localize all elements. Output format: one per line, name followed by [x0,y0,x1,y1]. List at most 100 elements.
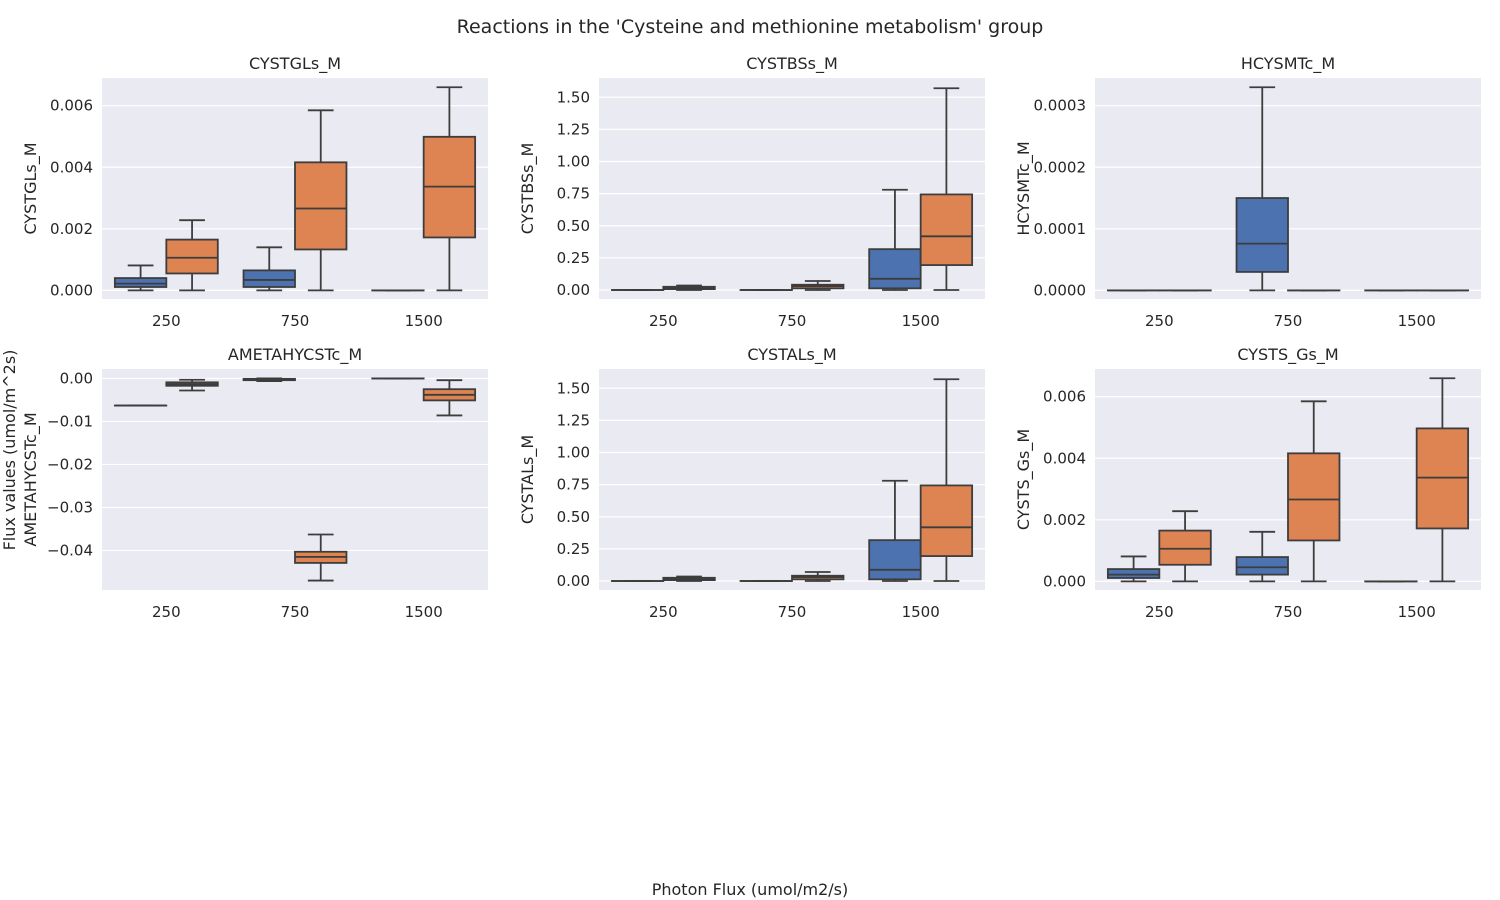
box-1500-series-1 [1415,377,1470,583]
y-tick-label: 0.75 [557,185,590,203]
x-tick-label: 750 [281,603,310,621]
x-tick-label: 750 [778,603,807,621]
y-tick-label: −0.01 [47,412,93,430]
box-1500-series-0 [868,479,922,582]
y-tick-label: 0.006 [50,97,93,115]
box-250-series-1 [662,575,716,582]
panel-title: CYSTGLs_M [249,54,341,74]
box-750-series-0 [242,246,296,292]
box-iqr [868,248,922,290]
y-tick-label: 0.002 [50,220,93,238]
y-tick-label: 0.50 [557,217,590,235]
figure-ylabel: Flux values (umol/m^2s) [0,350,19,551]
x-tick-label: 250 [1145,312,1174,330]
x-tick-label: 250 [649,603,678,621]
box-1500-series-1 [919,378,974,582]
y-tick-label: 1.00 [557,153,590,171]
box-250-series-0 [1106,555,1161,583]
box-iqr [1235,556,1289,576]
box-iqr [1106,568,1161,579]
y-tick-label: 0.0001 [1034,220,1087,238]
box-250-series-1 [1158,510,1212,583]
y-tick-label: 0.50 [557,508,590,526]
box-750-series-1 [294,109,348,292]
panel-4: 0.00 0.25 0.50 0.75 1.00 1.25 1.50 250 750 1500 CY… [518,345,985,621]
y-tick-label: 1.00 [557,444,590,462]
x-tick-label: 750 [281,312,310,330]
box-1500-series-0 [868,188,922,291]
x-tick-label: 750 [778,312,807,330]
box-750-series-0 [1235,86,1289,292]
box-750-series-1 [294,533,348,582]
panel-ylabel: HCYSMTc_M [1014,141,1034,235]
box-iqr [919,484,974,557]
y-tick-label: 1.25 [557,120,590,138]
x-tick-label: 1500 [1398,603,1436,621]
y-tick-label: 1.50 [557,88,590,106]
x-tick-label: 250 [1145,603,1174,621]
x-tick-label: 250 [649,312,678,330]
y-tick-label: 0.00 [557,281,590,299]
box-iqr [113,277,168,288]
box-750-series-1 [1287,400,1341,583]
panel-title: AMETAHYCSTc_M [228,345,362,365]
box-iqr [294,161,348,251]
y-tick-label: 0.004 [50,158,93,176]
x-tick-label: 250 [152,312,181,330]
panel-ylabel: CYSTGLs_M [21,142,41,234]
box-iqr [165,238,219,275]
panel-title: CYSTALs_M [747,345,836,365]
y-tick-label: 0.0003 [1034,97,1087,115]
panel-5: 0.000 0.002 0.004 0.006 250 750 1500 CYSTS_Gs_M… [1014,345,1481,621]
box-1500-series-1 [422,379,477,417]
box-iqr [1158,529,1212,566]
box-250-series-1 [662,284,716,291]
y-tick-label: 0.75 [557,476,590,494]
y-tick-label: 0.00 [60,369,93,387]
panel-ylabel: CYSTBSs_M [518,143,538,235]
x-tick-label: 1500 [902,312,940,330]
panel-2: 0.0000 0.0001 0.0002 0.0003 250 750 1500 HCYSMT… [1014,54,1481,330]
x-tick-label: 250 [152,603,181,621]
panel-ylabel: CYSTALs_M [518,435,538,524]
box-750-series-1 [791,280,845,291]
box-iqr [919,193,974,266]
x-tick-label: 750 [1274,603,1303,621]
box-iqr [1235,197,1289,273]
panel-title: CYSTBSs_M [746,54,838,74]
box-iqr [868,539,922,581]
box-iqr [242,269,296,288]
box-1500-series-1 [422,86,477,292]
box-750-series-1 [791,571,845,582]
y-tick-label: 0.006 [1043,388,1086,406]
y-tick-label: 0.25 [557,249,590,267]
box-iqr [1287,452,1341,542]
panel-3: 0.00 −0.01 −0.02 −0.03 −0.04 250 750 1500 AMETAH… [21,345,488,621]
y-tick-label: 0.000 [50,281,93,299]
panel-title: CYSTS_Gs_M [1237,345,1338,365]
figure-xlabel: Photon Flux (umol/m2/s) [652,880,849,899]
y-tick-label: 1.25 [557,411,590,429]
panel-ylabel: AMETAHYCSTc_M [21,412,41,546]
box-750-series-0 [1235,530,1289,583]
x-tick-label: 1500 [902,603,940,621]
x-tick-label: 750 [1274,312,1303,330]
panel-ylabel: CYSTS_Gs_M [1014,429,1034,530]
panel-1: 0.00 0.25 0.50 0.75 1.00 1.25 1.50 250 750 1500 CY… [518,54,985,330]
y-tick-label: 0.25 [557,540,590,558]
y-tick-label: −0.04 [47,541,93,559]
box-250-series-1 [165,219,219,292]
figure-title: Reactions in the 'Cysteine and methionin… [457,16,1044,38]
panels: 0.000 0.002 0.004 0.006 250 750 1500 CYSTGLs_M C… [21,54,1481,621]
y-tick-label: −0.02 [47,455,93,473]
y-tick-label: 1.50 [557,379,590,397]
y-tick-label: −0.03 [47,498,93,516]
box-250-series-0 [113,264,168,292]
panel-0: 0.000 0.002 0.004 0.006 250 750 1500 CYSTGLs_M C… [21,54,488,330]
x-tick-label: 1500 [405,603,443,621]
y-tick-label: 0.0000 [1034,281,1087,299]
box-1500-series-1 [919,87,974,291]
y-tick-label: 0.004 [1043,449,1086,467]
y-tick-label: 0.0002 [1034,158,1087,176]
